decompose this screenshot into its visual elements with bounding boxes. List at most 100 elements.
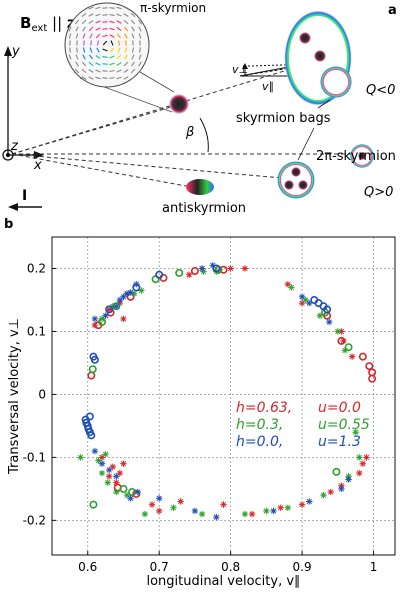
- inset-spin-arrow: [95, 62, 101, 66]
- data-point-star: [98, 469, 106, 477]
- inset-spin-arrow: [123, 61, 129, 67]
- inset-spin-arrow: [90, 40, 92, 46]
- inset-spin-arrow: [116, 20, 122, 24]
- q-positive-label: Q>0: [364, 185, 393, 200]
- inset-spin-arrow: [130, 68, 136, 74]
- v-par-label: v∥: [262, 80, 274, 93]
- y-tick-label: -0.2: [23, 513, 46, 527]
- data-point-circle: [190, 267, 199, 276]
- inset-spin-arrow: [68, 61, 72, 67]
- inset-spin-arrow: [109, 47, 115, 53]
- inset-spin-arrow: [123, 69, 129, 73]
- legend-h-value: h=0.3,: [236, 417, 283, 433]
- data-point-star: [102, 451, 109, 458]
- inset-spin-arrow: [116, 69, 122, 73]
- data-point-circle: [98, 318, 107, 327]
- data-point-star: [359, 460, 367, 467]
- data-point-star: [127, 289, 134, 296]
- inset-spin-arrow: [123, 6, 129, 10]
- x-tick-label: 0.6: [78, 560, 97, 574]
- inset-spin-arrow: [95, 69, 101, 73]
- data-point-circle: [332, 467, 341, 476]
- inset-spin-arrow: [88, 13, 94, 17]
- data-point-star: [141, 510, 149, 518]
- data-point-star: [326, 318, 333, 326]
- inset-spin-arrow: [102, 40, 108, 46]
- inset-spin-arrow: [95, 76, 101, 80]
- data-point-star: [127, 495, 134, 502]
- panel-a-letter: a: [388, 3, 397, 18]
- inset-spin-arrow: [75, 61, 79, 67]
- inset-spin-arrow: [123, 19, 129, 25]
- current-arrow: I: [8, 188, 42, 211]
- q-negative-label: Q<0: [366, 83, 395, 98]
- inset-spin-arrow: [88, 20, 94, 24]
- data-point-circle: [365, 362, 374, 371]
- inset-spin-arrow: [88, 61, 94, 67]
- inset-spin-arrow: [81, 19, 87, 25]
- inset-spin-arrow: [116, 62, 122, 66]
- inset-spin-arrow: [109, 14, 115, 16]
- inset-spin-arrow: [75, 33, 79, 39]
- data-point-star: [338, 485, 345, 493]
- inset-spin-arrow: [125, 40, 127, 46]
- data-point-circle: [90, 355, 99, 364]
- inset-spin-arrow: [118, 40, 120, 46]
- y-tick-label: -0.1: [23, 450, 46, 464]
- legend-u-value: u=0.0: [318, 400, 361, 416]
- inset-spin-arrow: [123, 76, 129, 80]
- beta-label: β: [185, 125, 194, 140]
- coordinate-axes: [2, 46, 44, 161]
- inset-spin-arrow: [76, 47, 78, 53]
- z-axis-label: z: [10, 139, 19, 154]
- inset-spin-arrow: [110, 40, 114, 46]
- data-point-star: [155, 495, 163, 502]
- data-point-circle: [337, 336, 346, 345]
- velocity-scatter-chart: 0.6 0.7 0.8 0.9 1 -0.2 -0.1 0 0.1 0.2 longitudin…: [7, 236, 396, 589]
- inset-spin-arrow: [102, 34, 108, 38]
- inset-spin-arrow: [95, 20, 101, 24]
- data-point-star: [288, 284, 295, 291]
- inset-spin-arrow: [131, 47, 135, 53]
- inset-spin-arrow: [124, 33, 128, 39]
- data-point-circle: [358, 352, 367, 361]
- inset-spin-arrow: [95, 33, 101, 39]
- pi-skyrmion-blob: [169, 94, 189, 114]
- x-tick-label: 1: [370, 560, 378, 574]
- data-point-star: [186, 271, 193, 278]
- data-point-circle: [87, 431, 96, 440]
- inset-spin-arrow: [89, 54, 93, 60]
- inset-spin-arrow: [68, 26, 72, 32]
- y-axis-title: Transversal velocity, v⊥: [7, 318, 22, 475]
- legend: h=0.63, u=0.0 h=0.3, u=0.55 h=0.0, u=1.3: [236, 400, 370, 450]
- data-point-star: [155, 507, 163, 515]
- inset-spin-arrow: [95, 54, 101, 60]
- inset-spin-arrow: [117, 33, 121, 39]
- inset-spin-arrow: [69, 47, 71, 53]
- bags-pointer-1: [317, 99, 331, 109]
- data-point-star: [170, 504, 177, 511]
- inset-spin-arrow: [88, 69, 94, 73]
- data-point-star: [113, 303, 120, 310]
- data-point-star: [263, 507, 270, 515]
- inset-spin-arrow: [130, 12, 136, 18]
- inset-spin-arrow: [81, 68, 87, 74]
- inset-spin-arrow: [109, 7, 115, 9]
- inset-spin-arrow: [138, 33, 142, 39]
- data-point-circle: [323, 305, 332, 314]
- two-pi-skyrmion: [350, 144, 374, 168]
- panel-b-letter: b: [4, 217, 13, 232]
- antiskyrmion-label: antiskyrmion: [162, 201, 246, 216]
- inset-spin-arrow: [89, 47, 93, 53]
- inset-spin-arrow: [74, 19, 80, 25]
- inset-spin-arrow: [131, 61, 135, 67]
- data-point-circle: [368, 374, 377, 383]
- data-point-star: [356, 469, 363, 477]
- data-point-circle: [85, 412, 94, 421]
- y-ticks: -0.2 -0.1 0 0.1 0.2: [23, 261, 56, 527]
- pi-skyrmion-label: π-skyrmion: [140, 1, 206, 15]
- data-point-star: [248, 510, 256, 518]
- data-point-circle: [105, 305, 114, 314]
- data-point-star: [77, 454, 84, 461]
